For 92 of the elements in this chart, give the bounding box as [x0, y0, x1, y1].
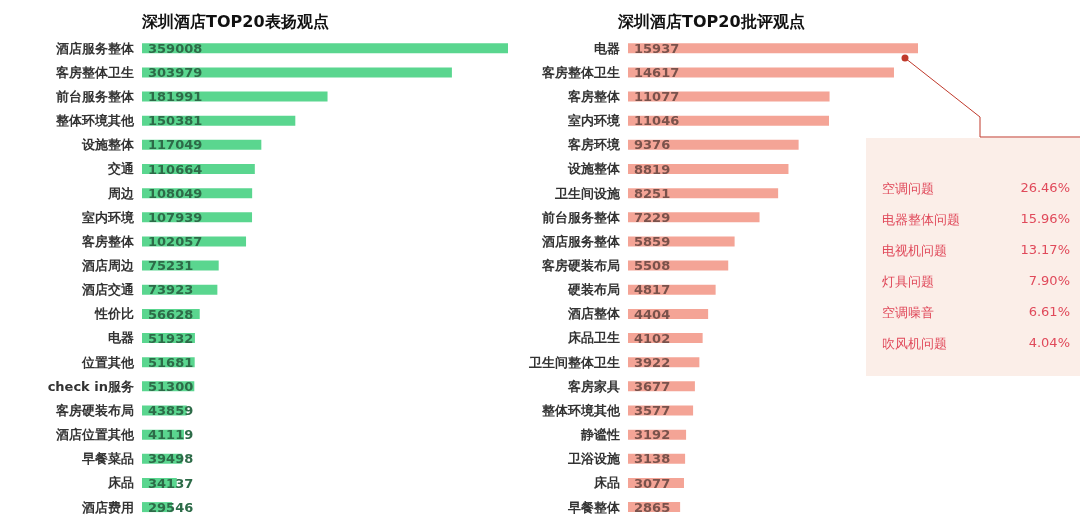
y-tick-label: 卫生间整体卫生	[528, 354, 620, 370]
y-tick-label: 位置其他	[81, 354, 135, 370]
y-tick-label: 床品	[107, 475, 134, 491]
text: 15.96%	[1020, 211, 1070, 226]
y-tick-label: 床品卫生	[567, 330, 620, 346]
bar	[142, 43, 508, 54]
data-label: 7229	[634, 209, 671, 225]
text: 13.17%	[1020, 242, 1070, 257]
data-label: 75231	[148, 258, 194, 274]
data-label: 108049	[148, 185, 203, 201]
data-label: 8819	[634, 161, 671, 177]
data-label: 3077	[634, 475, 671, 491]
y-tick-label: 性价比	[94, 306, 134, 322]
data-label: 8251	[634, 185, 671, 201]
y-tick-label: 早餐菜品	[81, 451, 134, 467]
y-tick-label: 酒店周边	[81, 258, 135, 274]
y-tick-label: 酒店位置其他	[55, 427, 135, 443]
y-tick-label: 客房整体	[81, 233, 135, 249]
y-tick-label: 床品	[593, 475, 620, 491]
data-label: 303979	[148, 65, 203, 81]
data-label: 11046	[634, 113, 680, 129]
y-tick-label: 整体环境其他	[55, 113, 135, 129]
chart-title: 深圳酒店TOP20批评观点	[617, 12, 806, 33]
y-tick-label: 电器	[108, 330, 134, 346]
y-tick-label: 客房硬装布局	[541, 258, 620, 274]
category-label: 灯具问题	[882, 273, 934, 291]
y-tick-label: 设施整体	[567, 161, 621, 177]
category-label: 电视机问题	[882, 242, 947, 260]
data-label: 2865	[634, 499, 671, 515]
y-tick-label: 酒店交通	[81, 282, 135, 298]
y-tick-label: 客房整体	[567, 88, 621, 104]
y-tick-label: check in服务	[47, 378, 134, 394]
data-label: 4817	[634, 282, 671, 298]
data-label: 51681	[148, 354, 194, 370]
data-label: 102057	[148, 234, 203, 250]
y-tick-label: 卫浴设施	[567, 451, 621, 467]
text: 26.46%	[1020, 180, 1070, 195]
category-label: 空调噪音	[882, 304, 934, 322]
chart-title: 深圳酒店TOP20表扬观点	[141, 12, 330, 33]
data-label: 9376	[634, 137, 671, 153]
y-tick-label: 室内环境	[82, 209, 135, 225]
bar	[628, 67, 894, 78]
y-tick-label: 周边	[107, 185, 135, 201]
data-label: 3577	[634, 403, 671, 419]
category-label: 电器整体问题	[882, 211, 960, 229]
y-tick-label: 前台服务整体	[55, 88, 135, 104]
y-tick-label: 硬装布局	[567, 282, 620, 298]
data-label: 3138	[634, 451, 671, 467]
y-tick-label: 电器	[594, 40, 620, 56]
y-tick-label: 整体环境其他	[541, 402, 621, 418]
data-label: 181991	[148, 89, 203, 105]
y-tick-label: 静谧性	[580, 427, 620, 443]
data-label: 359008	[148, 40, 203, 56]
data-label: 3677	[634, 378, 671, 394]
text: 6.61%	[1028, 304, 1070, 319]
data-label: 3192	[634, 427, 671, 443]
y-tick-label: 卫生间设施	[554, 185, 621, 201]
data-label: 15937	[634, 40, 680, 56]
y-tick-label: 客房整体卫生	[541, 64, 620, 80]
bar	[628, 43, 918, 54]
data-label: 73923	[148, 282, 194, 298]
category-label: 空调问题	[882, 180, 934, 198]
y-tick-label: 客房整体卫生	[55, 64, 134, 80]
data-label: 110664	[148, 161, 203, 177]
data-label: 5508	[634, 258, 671, 274]
data-label: 14617	[634, 65, 680, 81]
y-tick-label: 酒店服务整体	[541, 233, 621, 249]
y-tick-label: 设施整体	[81, 137, 135, 153]
data-label: 11077	[634, 89, 680, 105]
y-tick-label: 酒店费用	[81, 499, 134, 515]
y-tick-label: 酒店整体	[567, 306, 621, 322]
y-tick-label: 室内环境	[568, 113, 621, 129]
data-label: 5859	[634, 234, 671, 250]
data-label: 107939	[148, 209, 203, 225]
data-label: 4404	[634, 306, 671, 322]
y-tick-label: 客房硬装布局	[55, 402, 134, 418]
data-label: 56628	[148, 306, 194, 322]
y-tick-label: 客房环境	[567, 137, 621, 153]
data-label: 3922	[634, 354, 671, 370]
data-label: 51932	[148, 330, 194, 346]
text: 7.90%	[1028, 273, 1070, 288]
text: 4.04%	[1028, 335, 1070, 350]
y-tick-label: 早餐整体	[567, 499, 621, 515]
category-label: 吹风机问题	[882, 335, 947, 353]
y-tick-label: 交通	[107, 161, 135, 177]
y-tick-label: 客房家具	[567, 378, 620, 394]
data-label: 51300	[148, 378, 194, 394]
y-tick-label: 酒店服务整体	[55, 40, 135, 56]
y-tick-label: 前台服务整体	[541, 209, 621, 225]
data-label: 117049	[148, 137, 203, 153]
data-label: 150381	[148, 113, 203, 129]
data-label: 4102	[634, 330, 671, 346]
